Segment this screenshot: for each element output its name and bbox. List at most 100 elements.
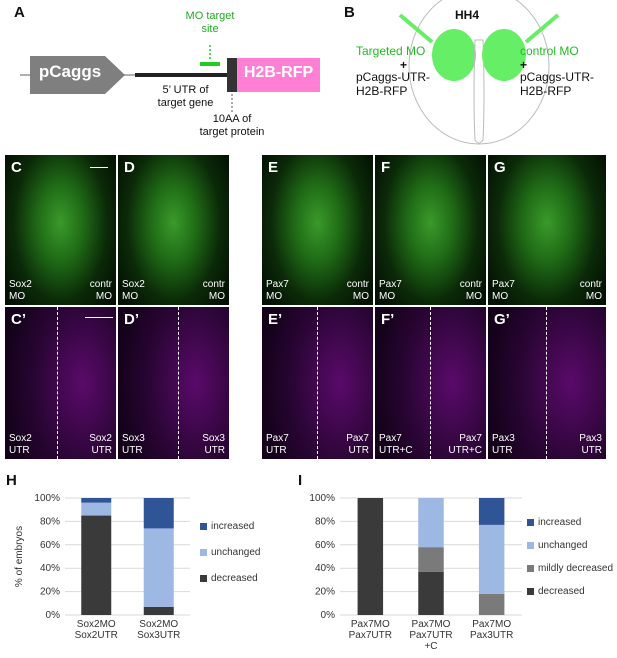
y-tick-label: 0% xyxy=(321,610,336,621)
bar-segment-decreased xyxy=(143,606,174,615)
bar-segment-decreased xyxy=(357,498,384,615)
panel-f-prime-right-text: Pax7 UTR+C xyxy=(448,433,482,456)
mo-target-label: MO target site xyxy=(185,10,235,35)
panel-e-prime: E’ Pax7 UTR Pax7 UTR xyxy=(262,307,373,459)
x-tick-label: Sox3UTR xyxy=(137,630,180,641)
panel-d: D Sox2 MO contr MO xyxy=(118,155,229,305)
legend-swatch xyxy=(527,588,534,595)
scale-bar xyxy=(90,167,108,168)
legend-label: increased xyxy=(211,521,254,532)
panel-c-prime-label: C’ xyxy=(11,311,26,328)
targeted-mo-label: Targeted MO xyxy=(356,44,426,58)
panel-c-prime-left-text: Sox2 UTR xyxy=(9,433,32,456)
y-tick-label: 20% xyxy=(315,587,335,598)
panel-c-label: C xyxy=(11,159,22,176)
panel-g-prime-label: G’ xyxy=(494,311,510,328)
plus-right: + xyxy=(520,58,528,72)
chart-i: 0%20%40%60%80%100%% of embryosPax7MOPax7… xyxy=(309,493,613,652)
scale-bar xyxy=(85,317,113,318)
bar-segment-decreased xyxy=(418,571,444,615)
panel-f-label: F xyxy=(381,159,391,176)
midline-dash xyxy=(430,307,431,459)
control-mo-label: control MO xyxy=(520,44,579,58)
bar-segment-decreased xyxy=(81,515,112,615)
x-tick-label: Pax3UTR xyxy=(470,630,513,641)
bar-segment-mildly-decreased xyxy=(478,593,505,615)
panel-g-prime: G’ Pax3 UTR Pax3 UTR xyxy=(488,307,606,459)
stage-label: HH4 xyxy=(455,8,480,22)
legend-label: unchanged xyxy=(211,547,261,558)
panel-d-label: D xyxy=(124,159,135,176)
legend-label: increased xyxy=(538,517,581,528)
panel-b-label: B xyxy=(344,4,355,21)
legend-swatch xyxy=(527,565,534,572)
panel-f-right-text: contr MO xyxy=(459,279,482,302)
y-tick-label: 0% xyxy=(46,610,61,621)
x-tick-label: Sox2MO xyxy=(77,619,116,630)
legend-swatch xyxy=(200,549,207,556)
bar-segment-increased xyxy=(478,498,505,525)
legend-swatch xyxy=(527,542,534,549)
midline-dash xyxy=(546,307,547,459)
y-tick-label: 60% xyxy=(315,540,335,551)
bar-segment-unchanged xyxy=(418,498,444,548)
panel-g-prime-right-text: Pax3 UTR xyxy=(579,433,602,456)
x-tick-label: Pax7UTR xyxy=(409,630,452,641)
bar-segment-mildly-decreased xyxy=(418,547,444,572)
h2b-rfp-box xyxy=(237,58,320,92)
bar-segment-increased xyxy=(81,498,112,503)
legend-label: decreased xyxy=(538,586,585,597)
x-tick-label: +C xyxy=(424,641,437,652)
y-tick-label: 20% xyxy=(40,587,60,598)
panel-d-prime: D’ Sox3 UTR Sox3 UTR xyxy=(118,307,229,459)
midline-dash xyxy=(317,307,318,459)
panel-c-prime: C’ Sox2 UTR Sox2 UTR xyxy=(5,307,116,459)
targeted-mo-blob xyxy=(432,29,476,81)
x-tick-label: Pax7UTR xyxy=(349,630,392,641)
midline-dash xyxy=(57,307,58,459)
midline-dash xyxy=(178,307,179,459)
y-axis-label: % of embryos xyxy=(14,526,25,587)
x-tick-label: Pax7MO xyxy=(351,619,390,630)
legend-swatch xyxy=(200,523,207,530)
y-tick-label: 60% xyxy=(40,540,60,551)
panel-e-label: E xyxy=(268,159,279,176)
panel-d-left-text: Sox2 MO xyxy=(122,279,145,302)
panel-d-right-text: contr MO xyxy=(202,279,225,302)
legend-label: decreased xyxy=(211,573,258,584)
control-mo-blob xyxy=(482,29,526,81)
panel-f-prime-left-text: Pax7 UTR+C xyxy=(379,433,413,456)
construct-left-label: pCaggs-UTR- H2B-RFP xyxy=(356,70,431,98)
y-tick-label: 80% xyxy=(40,516,60,527)
panel-g-prime-left-text: Pax3 UTR xyxy=(492,433,515,456)
panel-f-prime: F’ Pax7 UTR+C Pax7 UTR+C xyxy=(375,307,486,459)
x-tick-label: Pax7MO xyxy=(472,619,511,630)
construct-right-label: pCaggs-UTR- H2B-RFP xyxy=(520,70,595,98)
panel-i-label: I xyxy=(298,472,303,489)
left-needle xyxy=(398,13,434,44)
mo-target-bar xyxy=(200,62,220,66)
x-tick-label: Sox2MO xyxy=(139,619,178,630)
primitive-streak xyxy=(473,39,485,144)
panel-f-prime-label: F’ xyxy=(381,311,395,328)
panel-e-prime-label: E’ xyxy=(268,311,283,328)
right-needle xyxy=(524,13,560,44)
bar-segment-unchanged xyxy=(81,502,112,516)
panel-e-left-text: Pax7 MO xyxy=(266,279,289,302)
x-tick-label: Pax7MO xyxy=(412,619,451,630)
panel-c: C Sox2 MO contr MO xyxy=(5,155,116,305)
x-tick-label: Sox2UTR xyxy=(75,630,118,641)
legend-label: mildly decreased xyxy=(538,563,613,574)
y-tick-label: 100% xyxy=(309,493,335,504)
bar-segment-increased xyxy=(143,498,174,529)
legend-label: unchanged xyxy=(538,540,588,551)
panel-c-left-text: Sox2 MO xyxy=(9,279,32,302)
aa-segment xyxy=(227,58,237,92)
y-tick-label: 100% xyxy=(34,493,60,504)
panel-e-prime-left-text: Pax7 UTR xyxy=(266,433,289,456)
panel-e-right-text: contr MO xyxy=(346,279,369,302)
panel-d-prime-label: D’ xyxy=(124,311,139,328)
bar-segment-unchanged xyxy=(478,524,505,594)
panel-a-label: A xyxy=(14,4,25,21)
y-tick-label: 40% xyxy=(40,563,60,574)
